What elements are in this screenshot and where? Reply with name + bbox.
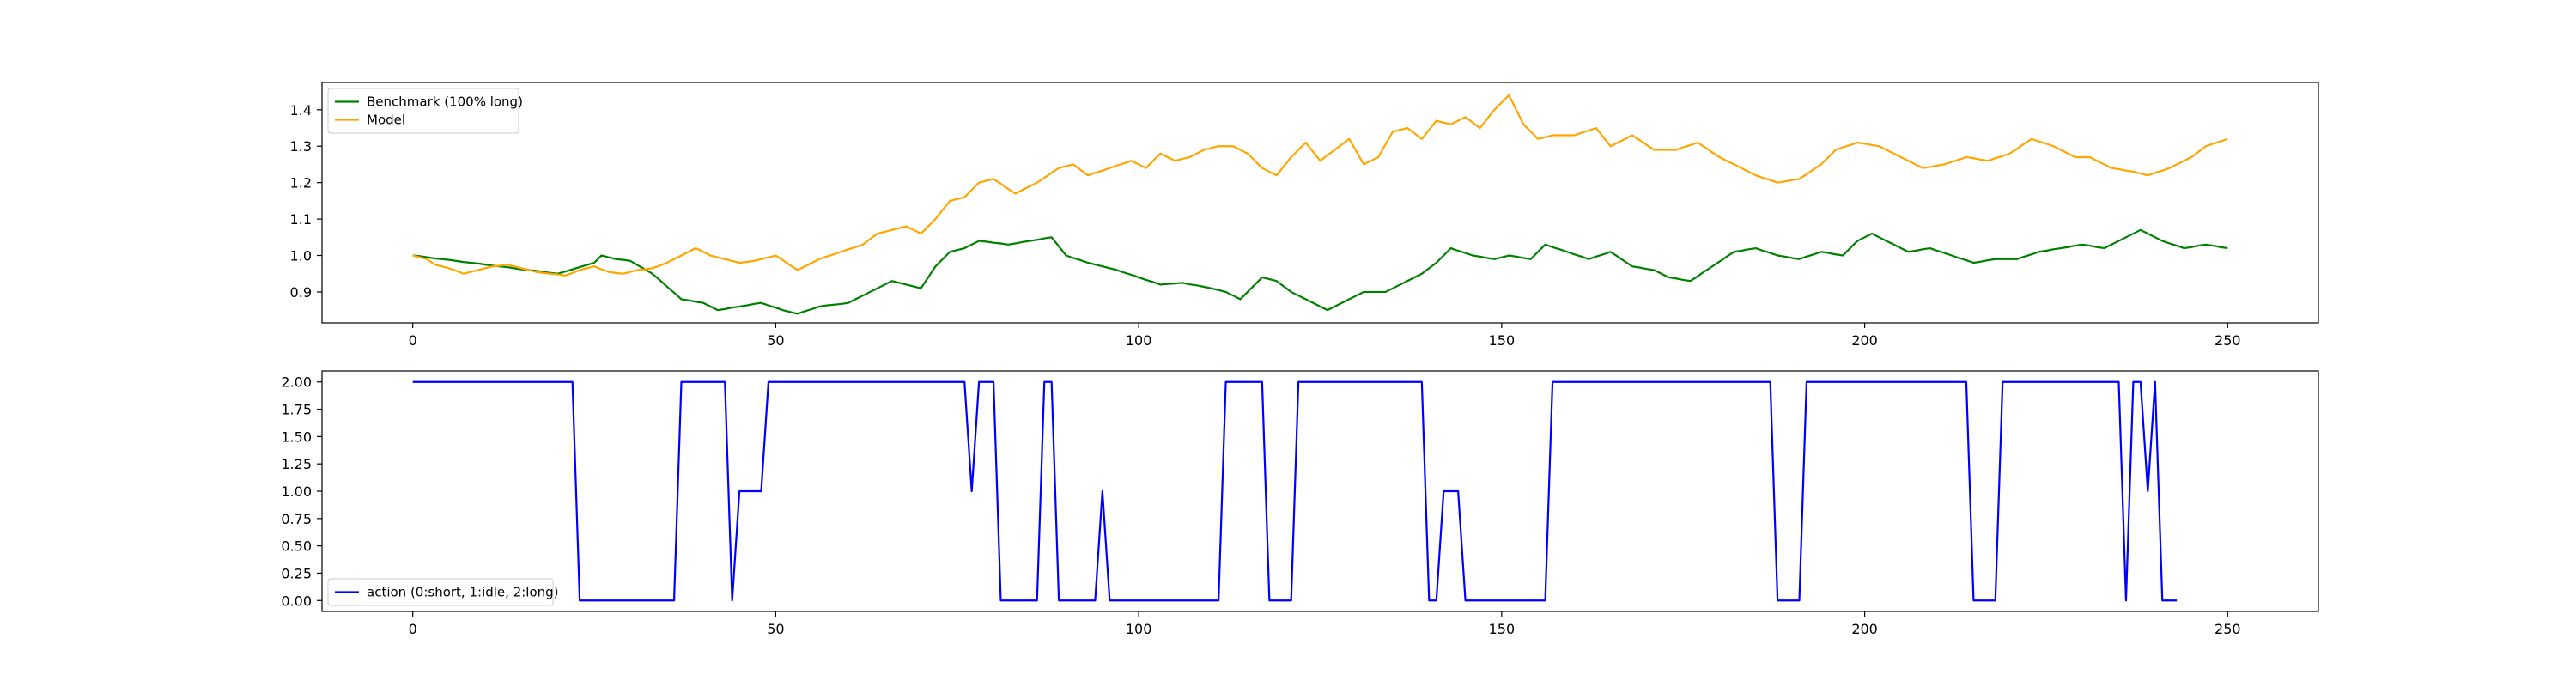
x-tick-label: 100 (1126, 332, 1152, 349)
x-tick-label: 150 (1489, 621, 1516, 637)
legend-label: Benchmark (100% long) (367, 94, 523, 110)
x-tick-label: 0 (409, 621, 417, 637)
x-tick-label: 0 (409, 332, 417, 349)
legend: action (0:short, 1:idle, 2:long) (327, 578, 559, 606)
x-tick-label: 250 (2215, 332, 2241, 349)
y-tick-label: 0.9 (290, 284, 312, 301)
action-chart: 0 50 100 150 200 250 0.00 0.25 0.50 0.75 1.00 1.25 1… (281, 370, 2319, 637)
legend-box (327, 88, 519, 134)
legend-label: Model (367, 112, 405, 128)
legend-label: action (0:short, 1:idle, 2:long) (367, 585, 559, 600)
y-tick-label: 1.00 (281, 483, 312, 500)
x-tick-label: 50 (767, 332, 784, 349)
series-line-2 (412, 94, 2228, 277)
y-tick-label: 1.0 (290, 248, 312, 264)
axes-frame (321, 82, 2319, 324)
y-tick-label: 1.50 (281, 429, 312, 445)
y-tick-label: 1.3 (290, 138, 312, 155)
y-tick-label: 1.4 (290, 102, 312, 119)
x-tick-label: 100 (1126, 621, 1152, 637)
y-tick-label: 0.50 (281, 538, 312, 555)
series-line-1 (412, 380, 2178, 602)
x-tick-label: 200 (1851, 332, 1878, 349)
x-tick-label: 150 (1489, 332, 1516, 349)
legend: Benchmark (100% long) Model (327, 88, 523, 134)
legend-box (327, 578, 554, 606)
x-tick-label: 50 (767, 621, 784, 637)
portfolio-value-chart: 0 50 100 150 200 250 0.9 1.0 1.1 1.2 1.3 1.4 Benchma… (290, 82, 2319, 349)
series-line-1 (412, 228, 2228, 315)
y-tick-label: 2.00 (281, 374, 312, 391)
y-tick-label: 0.25 (281, 565, 312, 581)
x-tick-label: 250 (2215, 621, 2241, 637)
y-tick-label: 1.25 (281, 456, 312, 472)
x-tick-label: 200 (1851, 621, 1878, 637)
y-tick-label: 0.00 (281, 593, 312, 609)
y-tick-label: 1.2 (290, 175, 312, 192)
y-tick-label: 1.1 (290, 211, 312, 228)
y-tick-label: 0.75 (281, 511, 312, 527)
y-tick-label: 1.75 (281, 402, 312, 418)
